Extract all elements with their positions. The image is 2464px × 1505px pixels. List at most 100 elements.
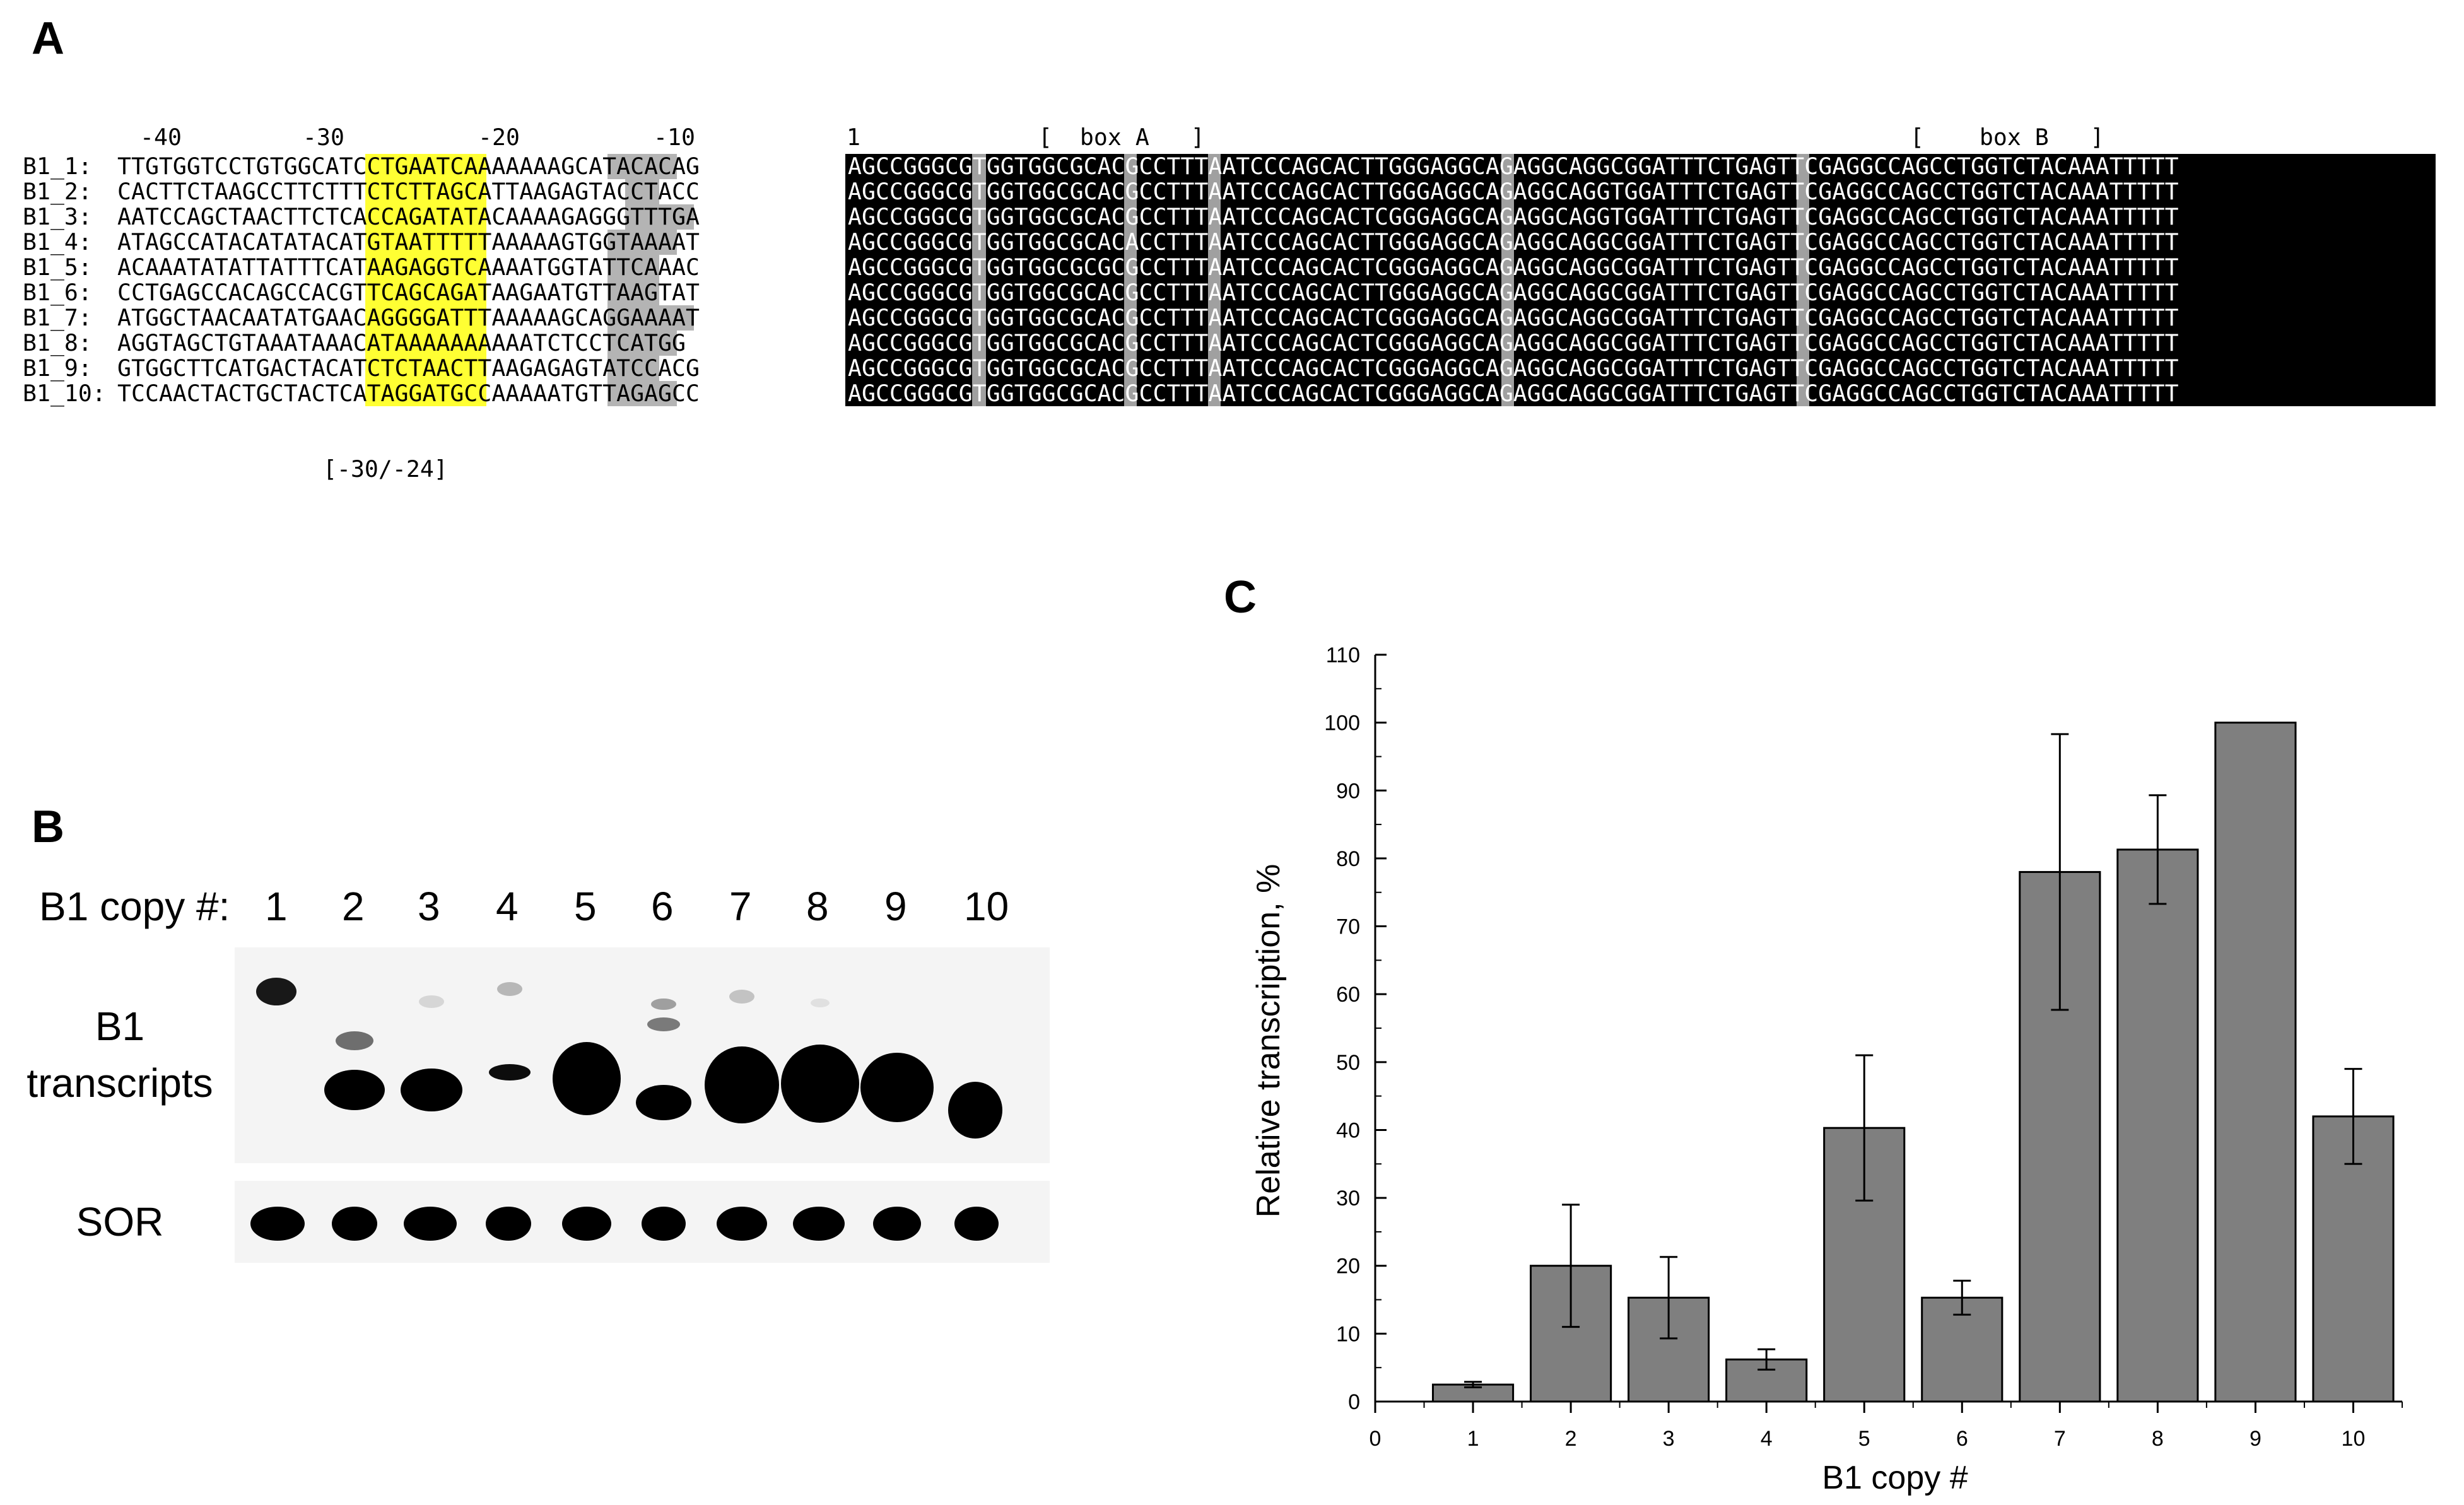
blot-band xyxy=(948,1082,1002,1139)
variant-column-highlight xyxy=(1797,356,1809,381)
sequence-row: B1_9: GTGGCTTCATGACTACATCTCTAACTTAAGAGAGT… xyxy=(23,354,2436,382)
sequence-row: B1_4: ATAGCCATACATATACATGTAATTTTTAAAAAGTG… xyxy=(23,228,2436,255)
conserved-block: AGCCGGGCGTGGTGGCGCACGCCTTTAATCCCAGCACTTG… xyxy=(845,179,2436,204)
variant-column-highlight xyxy=(1124,179,1137,204)
variant-column-highlight xyxy=(1124,255,1137,280)
variant-column-highlight xyxy=(1124,305,1137,331)
blot-band xyxy=(860,1053,934,1122)
upstream-sequence: ACAAATATATTATTTCATAAGAGGTCAAAATGGTATTCAA… xyxy=(117,255,700,280)
variant-column-highlight xyxy=(1501,255,1514,280)
variant-column-highlight xyxy=(1124,356,1137,381)
tata-box-highlight xyxy=(365,179,486,204)
upstream-sequence: AGGTAGCTGTAAATAAACATAAAAAAAAAATCTCCTCATG… xyxy=(117,331,686,356)
sequence-name: B1_4: xyxy=(23,228,92,255)
tata-box-highlight xyxy=(365,305,486,331)
variant-column-highlight xyxy=(972,179,986,204)
a-rich-highlight xyxy=(625,204,695,230)
blot-band xyxy=(647,1017,680,1031)
variant-column-highlight xyxy=(1208,331,1221,356)
variant-column-highlight xyxy=(1797,331,1809,356)
sequence-name: B1_8: xyxy=(23,329,92,356)
blot-band xyxy=(497,982,522,996)
conserved-block: AGCCGGGCGTGGTGGCGCACGCCTTTAATCCCAGCACTCG… xyxy=(845,356,2436,381)
a-rich-highlight xyxy=(607,230,677,255)
lane-number: 8 xyxy=(806,884,829,929)
conserved-block: AGCCGGGCGTGGTGGCGCACGCCTTTAATCCCAGCACTTG… xyxy=(845,280,2436,305)
blot-band xyxy=(729,990,754,1004)
body-sequence: AGCCGGGCGTGGTGGCGCACGCCTTTAATCCCAGCACTCG… xyxy=(848,305,2179,331)
blot-band xyxy=(781,1045,859,1123)
blot-band xyxy=(489,1064,531,1080)
blot-band xyxy=(553,1042,621,1115)
sequence-row: B1_8: AGGTAGCTGTAAATAAACATAAAAAAAAAATCTCC… xyxy=(23,329,2436,356)
blot-band xyxy=(954,1207,999,1241)
body-sequence: AGCCGGGCGTGGTGGCGCACGCCTTTAATCCCAGCACTCG… xyxy=(848,204,2179,230)
transcripts-label-line1: B1 xyxy=(95,1004,145,1049)
y-tick-label: 100 xyxy=(1324,712,1360,735)
variant-column-highlight xyxy=(1501,305,1514,331)
blot-band xyxy=(336,1031,373,1050)
lane-number: 4 xyxy=(496,884,519,929)
sor-label: SOR xyxy=(76,1199,164,1244)
variant-column-highlight xyxy=(1208,280,1221,305)
lane-number: 5 xyxy=(574,884,597,929)
variant-column-highlight xyxy=(972,204,986,230)
tata-box-highlight xyxy=(365,381,486,406)
x-tick-label: 0 xyxy=(1370,1427,1382,1451)
tata-box-highlight xyxy=(365,204,486,230)
variant-column-highlight xyxy=(972,280,986,305)
blot-band xyxy=(250,1207,305,1241)
body-sequence: AGCCGGGCGTGGTGGCGCACGCCTTTAATCCCAGCACTCG… xyxy=(848,331,2179,356)
upstream-sequence: CACTTCTAAGCCTTCTTTCTCTTAGCATTAAGAGTACCTA… xyxy=(117,179,700,204)
box-a-label: [ box A ] xyxy=(1038,124,1205,151)
blot-band xyxy=(332,1207,377,1241)
panel-c-label: C xyxy=(1224,572,1257,623)
sequence-name: B1_5: xyxy=(23,254,92,281)
variant-column-highlight xyxy=(1501,230,1514,255)
sequence-row: B1_7: ATGGCTAACAATATGAACAGGGGATTTAAAAAGCA… xyxy=(23,304,2436,331)
body-sequence: AGCCGGGCGTGGTGGCGCACGCCTTTAATCCCAGCACTTG… xyxy=(848,179,2179,204)
variant-column-highlight xyxy=(1208,154,1221,179)
variant-column-highlight xyxy=(972,331,986,356)
variant-column-highlight xyxy=(1797,280,1809,305)
y-tick-label: 90 xyxy=(1336,779,1360,803)
a-rich-highlight xyxy=(607,381,677,406)
upstream-sequence: GTGGCTTCATGACTACATCTCTAACTTAAGAGAGTATCCA… xyxy=(117,356,700,381)
variant-column-highlight xyxy=(1797,179,1809,204)
a-rich-highlight xyxy=(607,356,660,381)
variant-column-highlight xyxy=(1208,381,1221,406)
sequence-row: B1_1: TTGTGGTCCTGTGGCATCCTGAATCAAAAAAAGCA… xyxy=(23,154,2436,179)
a-rich-highlight xyxy=(607,154,677,179)
sequence-name: B1_6: xyxy=(23,279,92,306)
x-tick-label: 4 xyxy=(1761,1427,1773,1451)
blot-band xyxy=(562,1207,611,1241)
body-sequence: AGCCGGGCGTGGTGGCGCACGCCTTTAATCCCAGCACTTG… xyxy=(848,154,2179,179)
lane-number: 10 xyxy=(964,884,1009,929)
body-sequence: AGCCGGGCGTGGTGGCGCACGCCTTTAATCCCAGCACTCG… xyxy=(848,356,2179,381)
tata-box-highlight xyxy=(365,280,486,305)
blot-band xyxy=(705,1046,779,1123)
upstream-sequence: TCCAACTACTGCTACTCATAGGATGCCAAAAATGTTAGAG… xyxy=(117,381,700,406)
blot-band xyxy=(401,1069,462,1111)
sequence-name: B1_7: xyxy=(23,304,92,331)
variant-column-highlight xyxy=(972,230,986,255)
y-tick-label: 40 xyxy=(1336,1118,1360,1142)
body-sequence: AGCCGGGCGTGGTGGCGCACACCTTTAATCCCAGCACTTG… xyxy=(848,230,2179,255)
upstream-sequence: ATGGCTAACAATATGAACAGGGGATTTAAAAAGCAGGAAA… xyxy=(117,305,700,331)
y-tick-label: 110 xyxy=(1326,643,1360,667)
sequence-name: B1_2: xyxy=(23,178,92,205)
x-tick-label: 9 xyxy=(2250,1427,2262,1451)
panel-b-label: B xyxy=(32,802,64,852)
variant-column-highlight xyxy=(1501,356,1514,381)
tata-box-highlight xyxy=(365,255,486,280)
variant-column-highlight xyxy=(1208,356,1221,381)
position-label-minus20: -20 xyxy=(478,124,520,151)
sequence-name: B1_9: xyxy=(23,354,92,382)
upstream-sequence: TTGTGGTCCTGTGGCATCCTGAATCAAAAAAAGCATACAC… xyxy=(117,154,700,179)
lane-number: 9 xyxy=(884,884,907,929)
position-label-minus40: -40 xyxy=(140,124,182,151)
a-rich-highlight xyxy=(607,331,677,356)
variant-column-highlight xyxy=(1124,280,1137,305)
blot-band xyxy=(636,1085,691,1120)
blot-band xyxy=(873,1207,921,1241)
